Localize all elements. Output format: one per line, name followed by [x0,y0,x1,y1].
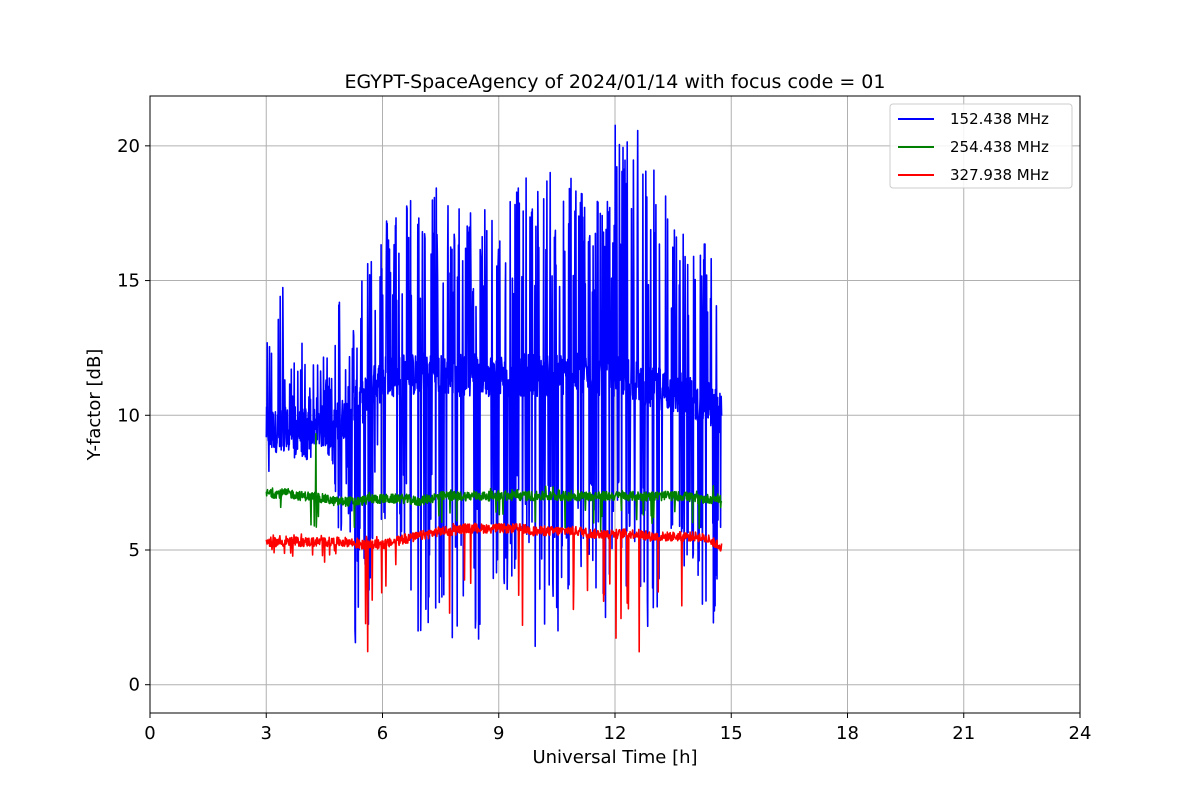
x-tick-label: 24 [1069,723,1092,744]
legend: 152.438 MHz 254.438 MHz 327.938 MHz [889,103,1073,189]
legend-label-2: 254.438 MHz [950,138,1049,156]
x-axis-label: Universal Time [h] [532,747,697,768]
x-tick-label: 3 [261,723,272,744]
legend-label-1: 152.438 MHz [950,110,1049,128]
y-tick-label: 20 [117,136,140,157]
legend-box [889,103,1073,189]
x-tick-label: 21 [952,723,975,744]
chart-title: EGYPT-SpaceAgency of 2024/01/14 with foc… [345,71,886,93]
y-axis: 0 5 10 15 20 [117,136,150,696]
y-tick-label: 0 [129,675,140,696]
x-tick-label: 15 [720,723,743,744]
x-axis: 0 3 6 9 12 15 18 21 24 [144,713,1091,744]
series-line-2 [265,432,723,532]
x-tick-label: 0 [144,723,155,744]
x-tick-label: 18 [836,723,859,744]
legend-label-3: 327.938 MHz [950,166,1049,184]
x-tick-label: 9 [493,723,504,744]
series-line-1 [265,124,723,648]
x-tick-label: 12 [604,723,627,744]
y-axis-label: Y-factor [dB] [84,349,105,462]
y-tick-label: 10 [117,405,140,426]
y-tick-label: 5 [129,540,140,561]
x-tick-label: 6 [377,723,388,744]
y-tick-label: 15 [117,271,140,292]
series-layer [265,124,723,653]
series-line-3 [265,522,723,653]
